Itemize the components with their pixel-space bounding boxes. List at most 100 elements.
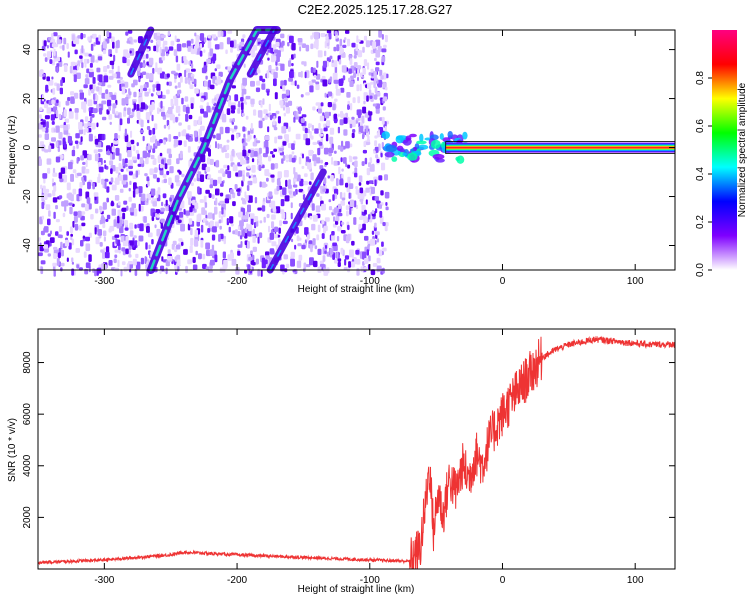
- noise-speckle: [284, 134, 289, 140]
- noise-speckle: [231, 128, 235, 133]
- noise-speckle: [349, 207, 352, 215]
- noise-speckle: [200, 125, 205, 131]
- noise-speckle: [268, 203, 272, 208]
- noise-speckle: [72, 220, 75, 228]
- noise-speckle: [147, 232, 153, 238]
- noise-speckle: [45, 84, 49, 92]
- noise-speckle: [318, 122, 321, 131]
- noise-speckle: [362, 149, 367, 154]
- noise-speckle: [353, 55, 357, 59]
- noise-speckle: [247, 264, 251, 271]
- noise-speckle: [239, 235, 243, 240]
- noise-speckle: [207, 212, 213, 219]
- noise-speckle: [321, 219, 325, 225]
- noise-speckle: [279, 220, 282, 227]
- noise-speckle: [112, 107, 116, 115]
- noise-speckle: [207, 228, 211, 233]
- noise-speckle: [368, 72, 372, 76]
- noise-speckle: [373, 77, 378, 82]
- noise-speckle: [364, 157, 368, 165]
- noise-speckle: [218, 219, 222, 224]
- noise-speckle: [375, 50, 381, 58]
- noise-speckle: [275, 206, 281, 214]
- noise-speckle: [121, 86, 126, 95]
- noise-speckle: [179, 150, 183, 159]
- noise-speckle: [291, 157, 296, 163]
- noise-speckle: [117, 79, 121, 84]
- noise-speckle: [71, 149, 76, 157]
- noise-speckle: [160, 34, 166, 38]
- noise-speckle: [66, 43, 69, 50]
- noise-speckle: [122, 56, 127, 64]
- noise-speckle: [188, 60, 191, 66]
- noise-speckle: [74, 108, 79, 113]
- noise-speckle: [125, 31, 129, 36]
- noise-speckle: [64, 239, 70, 247]
- noise-speckle: [383, 44, 387, 48]
- noise-speckle: [274, 163, 279, 169]
- noise-speckle: [196, 214, 201, 222]
- noise-speckle: [40, 184, 43, 190]
- noise-speckle: [163, 124, 167, 129]
- colorbar-tick-label: 0.0: [695, 263, 706, 277]
- noise-speckle: [282, 85, 286, 92]
- noise-speckle: [320, 263, 325, 268]
- noise-speckle: [370, 238, 375, 246]
- tone-blob: [439, 133, 444, 140]
- noise-speckle: [63, 125, 69, 131]
- noise-speckle: [73, 215, 78, 223]
- noise-speckle: [253, 109, 257, 116]
- noise-speckle: [44, 57, 48, 62]
- noise-speckle: [120, 269, 123, 277]
- noise-speckle: [71, 261, 74, 265]
- noise-speckle: [374, 86, 378, 94]
- noise-speckle: [247, 180, 253, 186]
- noise-speckle: [305, 138, 311, 146]
- noise-speckle: [304, 127, 308, 134]
- tone-blob: [381, 131, 391, 140]
- noise-speckle: [384, 174, 388, 181]
- noise-speckle: [55, 231, 59, 236]
- noise-speckle: [294, 116, 300, 120]
- noise-speckle: [258, 232, 263, 239]
- noise-speckle: [205, 242, 210, 250]
- noise-speckle: [178, 170, 182, 175]
- noise-speckle: [154, 198, 158, 202]
- spectrogram-x-axis-label: Height of straight line (km): [298, 284, 415, 295]
- noise-speckle: [166, 89, 170, 95]
- noise-speckle: [273, 126, 278, 131]
- noise-speckle: [261, 83, 266, 90]
- noise-speckle: [138, 235, 144, 242]
- noise-speckle: [310, 135, 314, 140]
- noise-speckle: [58, 252, 61, 259]
- noise-speckle: [324, 111, 330, 119]
- noise-speckle: [230, 40, 234, 48]
- noise-speckle: [319, 196, 323, 201]
- noise-speckle: [157, 90, 161, 96]
- noise-speckle: [248, 149, 251, 154]
- noise-speckle: [257, 110, 263, 118]
- noise-speckle: [315, 84, 320, 91]
- noise-speckle: [345, 182, 349, 188]
- noise-speckle: [347, 224, 350, 231]
- noise-speckle: [142, 150, 147, 159]
- noise-speckle: [300, 118, 305, 123]
- noise-speckle: [166, 170, 170, 176]
- noise-speckle: [85, 243, 91, 252]
- noise-speckle: [39, 157, 42, 166]
- noise-speckle: [104, 251, 110, 259]
- noise-speckle: [345, 163, 348, 168]
- noise-speckle: [156, 177, 160, 183]
- noise-speckle: [92, 108, 98, 114]
- noise-speckle: [150, 188, 156, 196]
- noise-speckle: [104, 178, 109, 182]
- noise-speckle: [118, 153, 122, 162]
- noise-speckle: [333, 60, 338, 68]
- noise-speckle: [159, 163, 163, 169]
- snr-y-ticks: 2000 4000 6000 8000: [22, 351, 675, 529]
- noise-speckle: [130, 139, 135, 145]
- noise-speckle: [231, 149, 235, 157]
- noise-speckle: [125, 53, 130, 59]
- noise-speckle: [110, 177, 114, 183]
- noise-speckle: [90, 214, 94, 220]
